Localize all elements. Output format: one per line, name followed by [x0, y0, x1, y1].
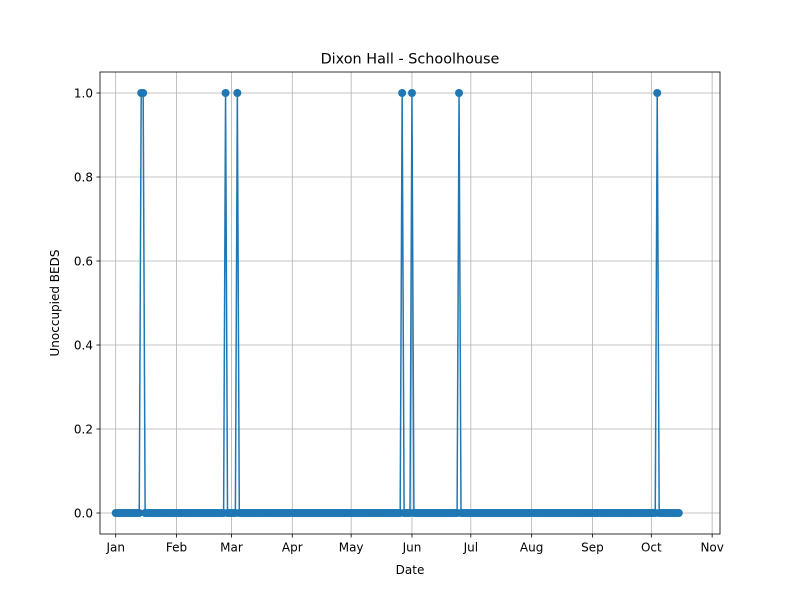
x-tick-label: May: [339, 541, 364, 555]
x-tick-label: Nov: [700, 541, 723, 555]
y-tick-label: 0.2: [74, 422, 93, 436]
x-axis-label: Date: [396, 563, 425, 577]
y-tick-label: 0.8: [74, 170, 93, 184]
data-point: [455, 89, 464, 97]
x-tick-label: Oct: [641, 541, 662, 555]
chart-title: Dixon Hall - Schoolhouse: [321, 52, 500, 68]
y-tick-label: 0.0: [74, 506, 93, 520]
x-tick-label: Aug: [520, 541, 543, 555]
x-tick-label: Sep: [581, 541, 604, 555]
data-point: [674, 509, 683, 517]
plot-frame: [99, 71, 721, 535]
data-point: [407, 89, 416, 97]
x-tick-label: Mar: [220, 541, 243, 555]
data-point: [653, 89, 662, 97]
y-axis-ticks: 0.0 0.2 0.4 0.6 0.8 1.0: [74, 86, 100, 520]
data-point: [135, 509, 144, 517]
data-series: [111, 89, 683, 517]
y-tick-label: 0.4: [74, 338, 93, 352]
x-axis-ticks: Jan Feb Mar Apr May Jun Jul Aug Sep Oct Nov: [105, 534, 724, 555]
data-point: [221, 89, 230, 97]
y-tick-label: 1.0: [74, 86, 93, 100]
x-tick-label: Jan: [105, 541, 125, 555]
x-tick-label: Jul: [463, 541, 478, 555]
y-tick-label: 0.6: [74, 254, 93, 268]
y-axis-label: Unoccupied BEDS: [48, 250, 62, 357]
x-tick-label: Apr: [282, 541, 303, 555]
data-point: [139, 89, 148, 97]
x-tick-label: Feb: [166, 541, 187, 555]
data-point: [233, 89, 242, 97]
x-tick-label: Jun: [402, 541, 422, 555]
data-point: [398, 89, 407, 97]
